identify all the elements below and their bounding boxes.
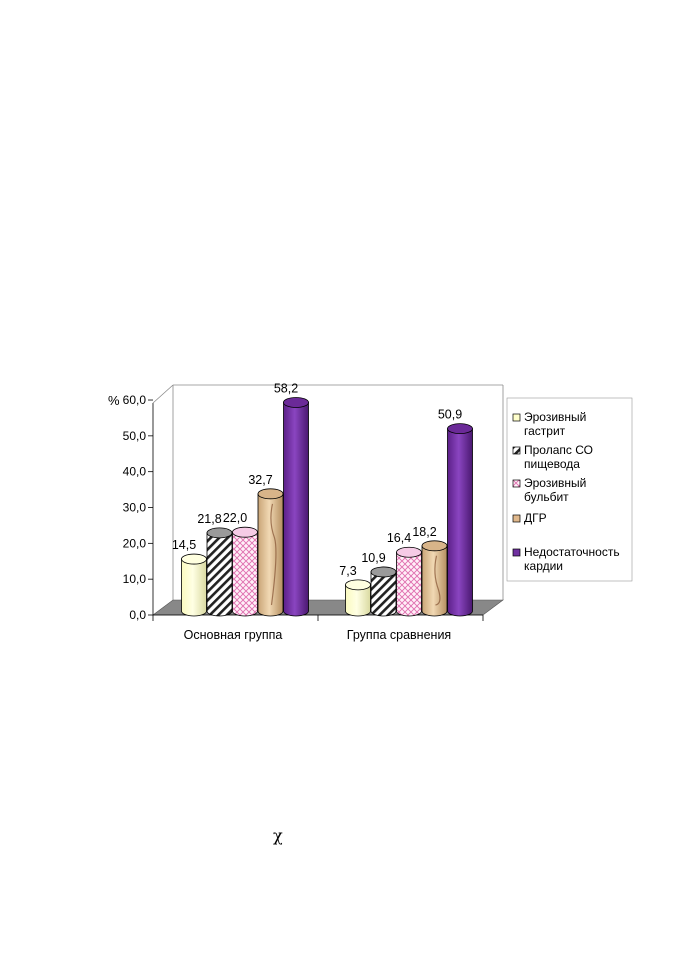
legend-item: ДГР: [512, 511, 547, 525]
y-tick-label: 30,0: [123, 501, 147, 515]
data-label: 10,9: [361, 551, 385, 565]
footer-symbol: χ: [273, 826, 283, 845]
data-label: 50,9: [438, 408, 462, 422]
bars: 14,5 7,3 21,8 10,9 22,0 16,4 32,7 18,2 58,2 50,9: [172, 381, 473, 617]
y-tick-label: 40,0: [123, 465, 147, 479]
bar: 22,0: [223, 511, 258, 617]
y-tick-label: 0,0: [129, 608, 146, 622]
svg-text:бульбит: бульбит: [524, 490, 569, 504]
data-label: 22,0: [223, 511, 247, 525]
y-tick-label: 60,0: [123, 393, 147, 407]
svg-text:ДГР: ДГР: [524, 511, 547, 525]
y-tick-label: 50,0: [123, 429, 147, 443]
bar: 10,9: [361, 551, 397, 617]
bar: 58,2: [274, 381, 309, 617]
bar: 14,5: [172, 538, 207, 617]
bar: 50,9: [438, 408, 473, 617]
x-axis: Основная группа Группа сравнения: [184, 628, 452, 642]
data-label: 7,3: [339, 564, 356, 578]
y-axis: 0,0 10,0 20,0 30,0 40,0 50,0 60,0: [123, 393, 153, 622]
svg-text:кардии: кардии: [524, 559, 563, 573]
data-label: 16,4: [387, 531, 411, 545]
y-tick-label: 10,0: [123, 572, 147, 586]
y-tick-label: 20,0: [123, 536, 147, 550]
bar: 18,2: [412, 525, 448, 617]
bar: 16,4: [387, 531, 422, 617]
bar: 21,8: [197, 512, 233, 617]
data-label: 18,2: [412, 525, 436, 539]
bar: 32,7: [248, 473, 284, 617]
y-axis-label: %: [108, 393, 120, 408]
data-label: 21,8: [197, 512, 221, 526]
data-label: 58,2: [274, 381, 298, 395]
svg-text:Пролапс СО: Пролапс СО: [524, 443, 593, 457]
bar: 7,3: [339, 564, 371, 617]
svg-text:пищевода: пищевода: [524, 457, 580, 471]
svg-text:Эрозивный: Эрозивный: [524, 476, 586, 490]
x-tick-label: Основная группа: [184, 628, 283, 642]
data-label: 32,7: [248, 473, 272, 487]
svg-text:гастрит: гастрит: [524, 424, 566, 438]
svg-text:Эрозивный: Эрозивный: [524, 410, 586, 424]
x-tick-label: Группа сравнения: [347, 628, 451, 642]
data-label: 14,5: [172, 538, 196, 552]
svg-text:Недостаточность: Недостаточность: [524, 545, 620, 559]
